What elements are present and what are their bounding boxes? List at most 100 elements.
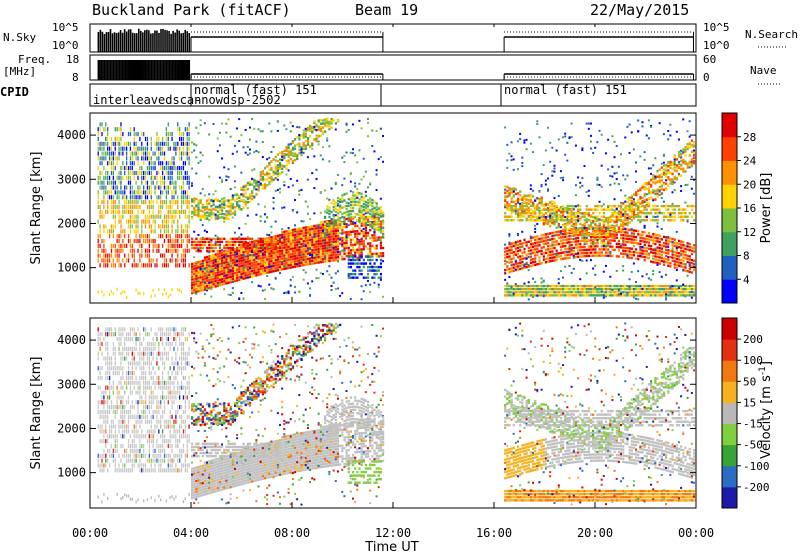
heatmap-cell xyxy=(110,253,113,258)
heatmap-cell xyxy=(296,233,299,236)
heatmap-cell xyxy=(208,268,211,271)
heatmap-cell xyxy=(114,141,116,146)
heatmap-cell xyxy=(532,201,535,205)
heatmap-cell xyxy=(557,284,560,288)
heatmap-cell xyxy=(214,213,217,216)
heatmap-cell xyxy=(551,215,554,218)
heatmap-cell xyxy=(302,255,305,259)
heatmap-cell xyxy=(244,255,247,258)
heatmap-cell xyxy=(214,215,217,219)
heatmap-cell xyxy=(309,129,312,133)
heatmap-cell xyxy=(272,157,275,161)
heatmap-cell xyxy=(574,284,578,288)
heatmap-cell xyxy=(300,148,303,151)
heatmap-cell xyxy=(253,243,256,246)
heatmap-cell xyxy=(321,119,325,122)
heatmap-cell xyxy=(248,200,252,204)
heatmap-cell xyxy=(577,294,580,297)
heatmap-cell xyxy=(574,237,578,240)
heatmap-cell xyxy=(523,265,526,268)
heatmap-cell xyxy=(233,271,237,275)
heatmap-cell xyxy=(263,264,267,267)
heatmap-cell xyxy=(268,234,271,237)
heatmap-cell xyxy=(208,255,211,258)
heatmap-cell xyxy=(592,287,595,291)
heatmap-cell xyxy=(553,240,556,244)
heatmap-cell xyxy=(285,147,288,151)
heatmap-cell xyxy=(300,256,303,259)
heatmap-cell xyxy=(306,233,310,237)
heatmap-cell xyxy=(536,197,539,200)
heatmap-cell xyxy=(171,195,173,200)
heatmap-cell xyxy=(366,220,370,224)
heatmap-cell xyxy=(319,134,322,137)
heatmap-cell xyxy=(221,240,224,244)
heatmap-cell xyxy=(191,243,194,247)
heatmap-cell xyxy=(328,120,331,124)
heatmap-cell xyxy=(540,196,543,199)
heatmap-cell xyxy=(201,288,204,292)
heatmap-cell xyxy=(345,122,348,125)
heatmap-cell xyxy=(349,233,353,236)
heatmap-cell xyxy=(559,210,563,213)
heatmap-cell xyxy=(124,263,126,268)
heatmap-cell xyxy=(259,215,262,218)
heatmap-cell xyxy=(364,245,368,248)
heatmap-cell xyxy=(144,253,147,258)
heatmap-cell xyxy=(110,224,113,229)
heatmap-cell xyxy=(566,211,569,214)
heatmap-cell xyxy=(529,235,532,238)
heatmap-cell xyxy=(124,146,126,151)
heatmap-cell xyxy=(553,294,556,297)
heatmap-cell xyxy=(585,228,588,232)
heatmap-cell xyxy=(97,136,99,142)
heatmap-cell xyxy=(574,243,578,246)
heatmap-cell xyxy=(309,262,312,266)
heatmap-cell xyxy=(551,234,554,238)
heatmap-cell xyxy=(516,168,519,171)
heatmap-cell xyxy=(118,127,120,132)
heatmap-cell xyxy=(133,219,135,224)
nave-tick-top: 60 xyxy=(703,53,716,66)
heatmap-cell xyxy=(263,245,267,248)
heatmap-cell xyxy=(201,236,204,239)
heatmap-cell xyxy=(248,251,252,255)
heatmap-cell xyxy=(542,295,545,298)
heatmap-cell xyxy=(512,187,515,190)
heatmap-cell xyxy=(330,235,333,238)
heatmap-cell xyxy=(298,135,301,138)
heatmap-cell xyxy=(519,211,522,215)
heatmap-cell xyxy=(362,265,365,269)
nsearch-tick-bottom: 10^0 xyxy=(703,39,730,52)
heatmap-cell xyxy=(179,156,181,161)
heatmap-cell xyxy=(197,214,200,218)
heatmap-cell xyxy=(540,291,543,294)
heatmap-cell xyxy=(108,180,111,185)
heatmap-cell xyxy=(315,227,318,230)
heatmap-cell xyxy=(171,190,173,195)
heatmap-cell xyxy=(512,208,515,211)
heatmap-cell xyxy=(240,270,243,273)
heatmap-cell xyxy=(559,291,563,294)
heatmap-cell xyxy=(143,146,145,151)
heatmap-cell xyxy=(521,267,524,270)
heatmap-cell xyxy=(248,249,252,253)
heatmap-cell xyxy=(208,240,211,244)
heatmap-cell xyxy=(369,255,372,258)
heatmap-cell xyxy=(289,231,292,235)
freq-bar xyxy=(183,60,186,80)
heatmap-cell xyxy=(131,209,133,214)
heatmap-cell xyxy=(349,203,353,207)
heatmap-cell xyxy=(163,219,166,224)
heatmap-cell xyxy=(165,132,168,137)
heatmap-cell xyxy=(186,170,188,176)
heatmap-cell xyxy=(334,224,337,227)
heatmap-cell xyxy=(568,136,571,139)
heatmap-cell xyxy=(508,246,511,249)
heatmap-cell xyxy=(579,258,582,261)
heatmap-cell xyxy=(313,230,316,233)
heatmap-cell xyxy=(347,202,350,205)
nsky-bar xyxy=(162,28,164,52)
heatmap-cell xyxy=(238,207,241,211)
heatmap-cell xyxy=(339,237,342,240)
